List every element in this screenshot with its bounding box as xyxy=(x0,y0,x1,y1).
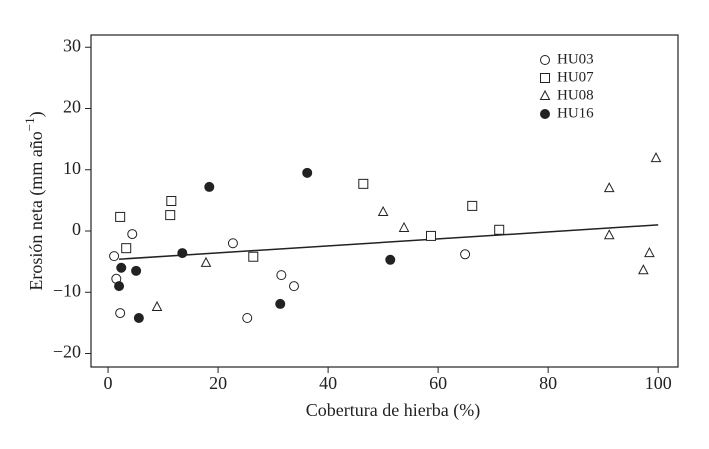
legend-label: HU07 xyxy=(557,69,594,85)
legend-label: HU03 xyxy=(557,51,594,67)
legend-label: HU16 xyxy=(557,105,594,121)
point xyxy=(603,182,615,193)
point xyxy=(114,281,125,292)
y-label-sup: −1 xyxy=(22,117,37,131)
y-tick-label: 10 xyxy=(63,158,81,178)
point xyxy=(131,265,142,276)
legend-marker xyxy=(540,73,550,83)
y-label-text: Erosión neta (mm año xyxy=(26,131,47,290)
point xyxy=(385,254,396,265)
point xyxy=(242,312,253,323)
legend-marker xyxy=(539,89,551,100)
point xyxy=(358,178,369,189)
x-tick-label: 100 xyxy=(645,373,672,393)
point xyxy=(289,281,300,292)
legend-label: HU08 xyxy=(557,87,594,103)
point xyxy=(115,308,126,319)
y-tick-label: 20 xyxy=(63,97,81,117)
point xyxy=(467,200,478,211)
point xyxy=(460,249,471,260)
point xyxy=(425,230,436,241)
point xyxy=(644,246,655,258)
point xyxy=(166,196,177,206)
y-tick-label: −10 xyxy=(53,280,81,300)
legend-marker xyxy=(540,55,550,65)
point xyxy=(204,181,215,192)
point xyxy=(115,211,126,222)
point xyxy=(398,221,410,232)
point xyxy=(151,300,163,311)
point xyxy=(177,248,188,259)
plot-frame xyxy=(90,34,679,368)
point xyxy=(127,229,138,240)
y-label-end: ) xyxy=(26,111,47,117)
point xyxy=(133,312,144,323)
point xyxy=(116,262,127,273)
legend: HU03 HU07 HU08 HU16 xyxy=(539,51,594,121)
legend-marker xyxy=(540,109,550,119)
x-tick-label: 0 xyxy=(104,373,113,393)
point xyxy=(109,251,120,262)
point xyxy=(377,205,389,217)
trend-line xyxy=(119,224,659,260)
point xyxy=(165,210,176,221)
point xyxy=(248,251,259,262)
point xyxy=(603,229,615,240)
point xyxy=(121,243,132,254)
x-tick-label: 40 xyxy=(319,373,337,393)
point xyxy=(275,298,286,309)
y-tick-label: 30 xyxy=(63,35,81,55)
y-axis-label: Erosión neta (mm año−1) xyxy=(22,111,47,290)
point xyxy=(200,256,212,267)
point xyxy=(302,167,313,178)
point xyxy=(638,264,649,275)
point xyxy=(650,152,662,163)
x-tick-label: 60 xyxy=(429,373,447,393)
x-tick-label: 80 xyxy=(539,373,557,393)
point xyxy=(276,270,287,281)
point xyxy=(227,238,238,249)
y-tick-label: 0 xyxy=(72,219,81,239)
x-tick-label: 20 xyxy=(209,373,227,393)
x-axis-label: Cobertura de hierba (%) xyxy=(306,400,480,421)
point xyxy=(494,224,505,235)
y-tick-label: −20 xyxy=(53,342,81,362)
